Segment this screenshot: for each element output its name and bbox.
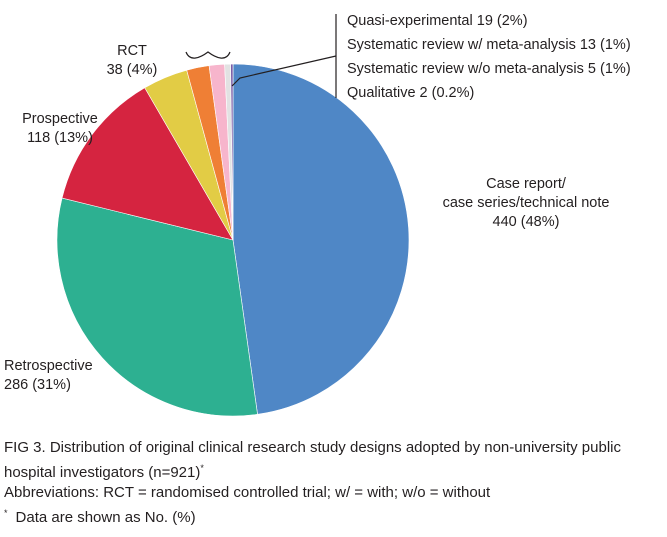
pie-slice-7 [230,63,234,241]
slice-label-3-line-0: RCT [117,43,147,59]
caption-note-mark: * [4,508,8,518]
slice-label-4: Quasi-experimental 19 (2%) [347,13,528,29]
pie-slice-2 [61,87,234,241]
caption-note: * Data are shown as No. (%) [4,508,196,526]
slice-label-2-line-0: Prospective [22,111,98,127]
slice-label-7: Qualitative 2 (0.2%) [347,85,474,101]
slice-label-2-line-1: 118 (13%) [27,130,93,146]
pie-slice-1 [56,197,258,417]
slice-label-6-line-0: Systematic review w/o meta-analysis 5 (1… [347,61,631,77]
slice-label-1-line-1: 286 (31%) [4,377,71,393]
slice-label-6: Systematic review w/o meta-analysis 5 (1… [347,61,631,77]
pie-slice-0 [232,63,410,415]
slice-label-0-line-1: case series/technical note [443,195,610,211]
slice-label-5-line-0: Systematic review w/ meta-analysis 13 (1… [347,37,631,53]
pie-slices [56,63,410,417]
slice-label-3: RCT 38 (4%) [107,43,158,78]
caption-title-mark: * [200,463,204,473]
rct-brace [185,51,231,59]
slice-label-4-line-0: Quasi-experimental 19 (2%) [347,13,528,29]
caption-abbreviations: Abbreviations: RCT = randomised controll… [4,484,491,501]
slice-label-3-line-1: 38 (4%) [107,62,158,78]
pie-chart: Case report/case series/technical note 44… [4,13,631,417]
label-leader [231,55,337,87]
slice-label-5: Systematic review w/ meta-analysis 13 (1… [347,37,631,53]
slice-label-0-line-2: 440 (48%) [493,214,560,230]
slice-label-0: Case report/case series/technical note 44… [443,176,610,230]
slice-label-7-line-0: Qualitative 2 (0.2%) [347,85,474,101]
leader-lines [185,14,337,98]
slice-labels: Case report/case series/technical note 44… [4,13,631,393]
slice-label-2: Prospective 118 (13%) [22,111,98,146]
slice-label-1-line-0: Retrospective [4,358,93,374]
caption-title: FIG 3. Distribution of original clinical… [4,439,621,481]
figure-caption: FIG 3. Distribution of original clinical… [4,438,659,528]
slice-label-0-line-0: Case report/ [486,176,567,192]
slice-label-1: Retrospective 286 (31%) [4,358,93,393]
